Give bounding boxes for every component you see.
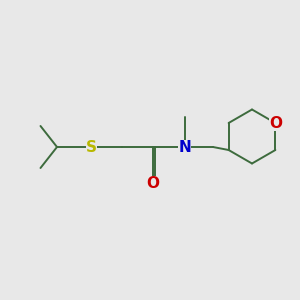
Text: S: S (86, 140, 97, 154)
Text: N: N (178, 140, 191, 154)
Text: O: O (146, 176, 160, 190)
Text: O: O (269, 116, 282, 130)
